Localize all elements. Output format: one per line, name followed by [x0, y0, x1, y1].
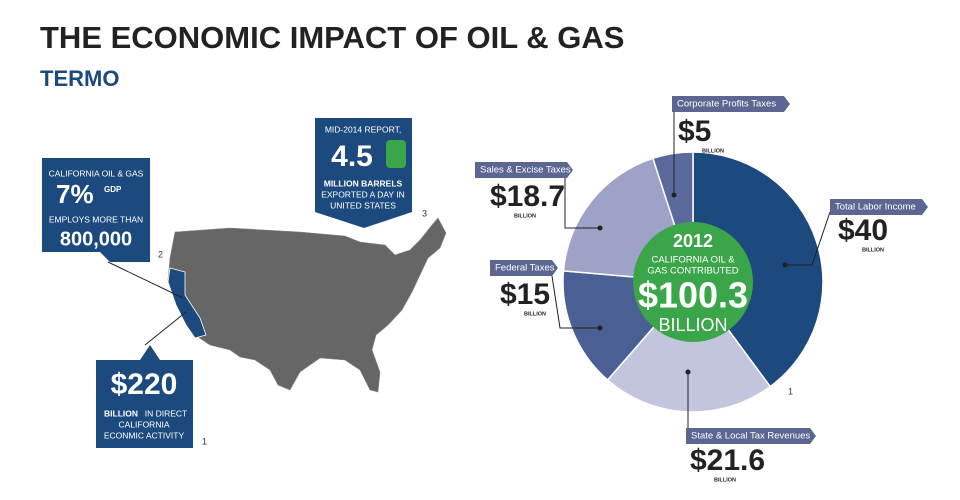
donut-segment: [692, 151, 824, 388]
leader-dot: [685, 369, 691, 375]
category-label: Total Labor Income: [835, 202, 916, 213]
callout-text: IN DIRECT: [145, 408, 188, 418]
label-tag: [475, 162, 573, 178]
callout-text: UNITED STATES: [330, 200, 396, 210]
center-circle: [633, 222, 753, 342]
callout-unit: MILLION BARRELS: [324, 178, 403, 188]
value-label: $15: [500, 278, 550, 311]
callout-text: CALIFORNIA OIL & GAS: [49, 168, 144, 178]
callout-text: EMPLOYS MORE THAN: [49, 214, 143, 224]
callout-box: [42, 158, 150, 262]
callout-value: 800,000: [60, 228, 132, 250]
callout-box: [96, 345, 193, 448]
footnote: 2: [158, 249, 163, 259]
label-tag: [490, 260, 558, 276]
label-tag: [830, 199, 928, 215]
california: [167, 267, 207, 339]
leader-line: [551, 275, 600, 329]
callout-unit: BILLION: [104, 408, 138, 418]
value-unit: BILLION: [514, 213, 536, 219]
value-label: $18.7: [490, 180, 565, 213]
callout-text: EXPORTED A DAY IN: [321, 189, 405, 199]
leader-line: [564, 178, 600, 229]
center-unit: BILLION: [658, 315, 727, 335]
footnote: 1: [788, 386, 793, 396]
category-label: State & Local Tax Revenues: [691, 431, 810, 442]
category-label: Federal Taxes: [495, 263, 555, 274]
value-unit: BILLION: [862, 247, 884, 253]
label-tag: [686, 428, 816, 444]
category-label: Sales & Excise Taxes: [480, 165, 571, 176]
value-label: $40: [838, 214, 888, 247]
value-label: $5: [678, 115, 711, 148]
connector: [144, 311, 187, 346]
center-total: $100.3: [638, 275, 748, 316]
callout-value: 4.5: [331, 140, 373, 173]
callout-unit: GDP: [104, 185, 122, 194]
footnote: 3: [422, 208, 427, 218]
center-text: CALIFORNIA OIL &: [651, 255, 735, 266]
title: THE ECONOMIC IMPACT OF OIL & GAS: [40, 20, 624, 55]
callout-value: $220: [111, 368, 178, 401]
callout-text: CALIFORNIA: [118, 419, 169, 429]
label-tag: [672, 96, 790, 112]
category-label: Corporate Profits Taxes: [677, 99, 776, 110]
leader-line: [785, 211, 831, 266]
callout-text: MID-2014 REPORT,: [325, 124, 401, 134]
callout-box: [315, 118, 412, 228]
center-text: GAS CONTRIBUTED: [647, 266, 738, 277]
value-label: $21.6: [690, 444, 765, 477]
value-unit: BILLION: [524, 311, 546, 317]
barrel-icon: [386, 140, 406, 168]
center-year: 2012: [673, 231, 713, 251]
us-map: [167, 217, 447, 393]
callout-value: 7%: [56, 179, 94, 209]
leader-dot: [597, 225, 603, 231]
leader-dot: [597, 325, 603, 331]
footnote: 1: [202, 436, 207, 446]
callout-text: ECONMIC ACTIVITY: [104, 430, 185, 440]
connectors: [107, 261, 187, 346]
value-unit: BILLION: [702, 148, 724, 154]
connector: [107, 261, 184, 299]
brand: TERMO: [40, 66, 119, 91]
value-unit: BILLION: [714, 477, 736, 483]
leader-dot: [671, 192, 677, 198]
leader-dot: [782, 262, 788, 268]
